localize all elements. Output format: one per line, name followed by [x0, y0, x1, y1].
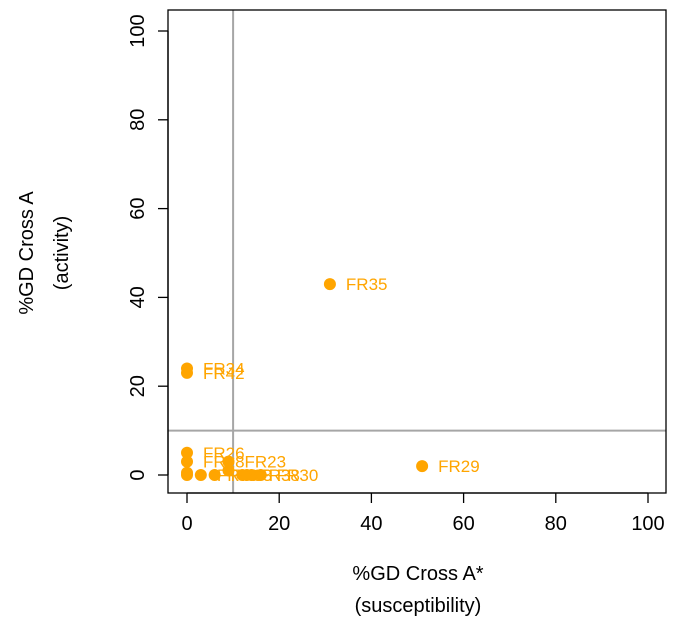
data-point-fr33 — [208, 469, 221, 481]
point-label-fr40: FR40 — [217, 466, 259, 485]
data-points — [181, 278, 429, 481]
y-axis-sublabel: (activity) — [51, 216, 73, 290]
point-label-fr34: FR34 — [203, 359, 245, 378]
y-axis-label: %GD Cross A — [16, 191, 38, 315]
data-point-fr18 — [181, 455, 193, 468]
point-label-fr35: FR35 — [346, 275, 388, 294]
y-tick-label: 100 — [127, 14, 149, 47]
x-tick-label: 100 — [631, 513, 664, 535]
data-point-fr42 — [181, 366, 193, 379]
y-tick-label: 60 — [127, 197, 149, 219]
y-tick-label: 20 — [127, 375, 149, 397]
data-point-fr40 — [194, 469, 207, 481]
point-label-fr30: FR30 — [277, 466, 319, 485]
point-label-fr33: FR33 — [231, 466, 273, 485]
point-label-fr23: FR23 — [244, 453, 286, 472]
x-tick-label: 0 — [181, 513, 192, 535]
x-tick-label: 20 — [268, 513, 290, 535]
x-tick-label: 80 — [545, 513, 567, 535]
data-point-fr35 — [323, 278, 336, 291]
data-point — [222, 464, 235, 477]
data-point-fr38 — [236, 469, 249, 481]
y-tick-label: 0 — [127, 469, 149, 480]
data-point — [181, 466, 193, 479]
point-label-fr18: FR18 — [203, 453, 245, 472]
plot-frame — [167, 9, 667, 494]
x-axis: 0 20 40 60 80 100 — [181, 492, 665, 535]
point-label-fr38: FR38 — [258, 466, 300, 485]
x-axis-label: %GD Cross A* — [352, 563, 483, 585]
x-tick-label: 60 — [452, 513, 474, 535]
x-axis-sublabel: (susceptibility) — [355, 595, 482, 617]
data-point-fr26 — [181, 446, 193, 459]
y-tick-label: 40 — [127, 286, 149, 308]
data-point-fr30 — [254, 469, 267, 481]
data-point — [245, 469, 258, 481]
x-tick-label: 40 — [360, 513, 382, 535]
data-point-fr29 — [416, 460, 429, 473]
point-label-fr42: FR42 — [203, 364, 245, 383]
point-label-fr26: FR26 — [203, 444, 245, 463]
y-axis: 0 20 40 60 80 100 — [127, 14, 169, 481]
y-tick-label: 80 — [127, 109, 149, 131]
point-label-fr29: FR29 — [438, 457, 480, 476]
data-point-fr23 — [222, 455, 235, 468]
threshold-lines — [168, 10, 666, 493]
